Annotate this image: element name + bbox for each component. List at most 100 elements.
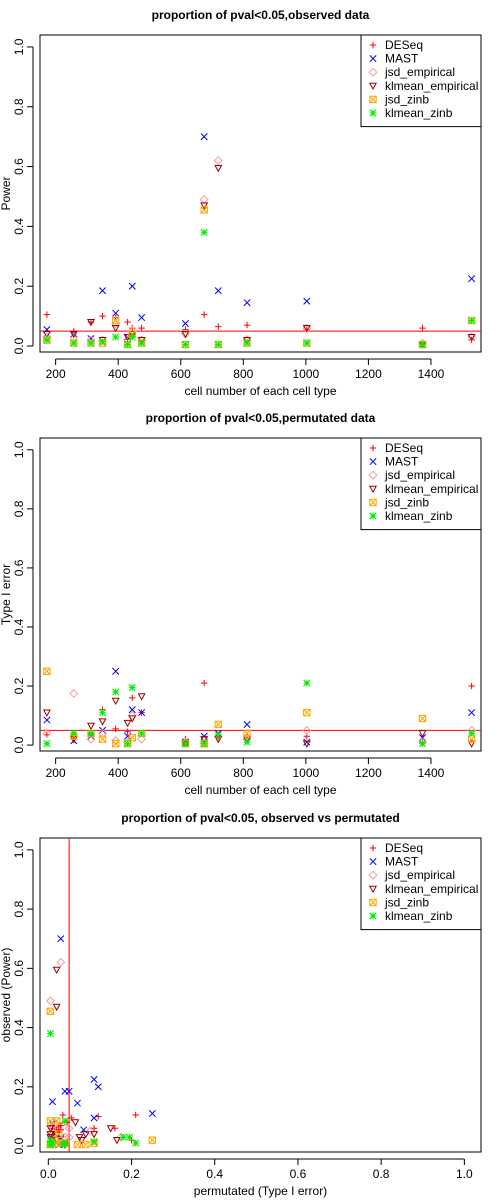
x-tick-label: 800: [233, 367, 253, 381]
data-point-klmean_empirical: [46, 1125, 55, 1133]
data-point-klmean_zinb: [138, 339, 146, 347]
legend-label: DESeq: [385, 441, 423, 455]
x-tick-label: 1000: [292, 367, 319, 381]
data-point-jsd_empirical: [45, 996, 55, 1006]
legend-marker-jsd_zinb: [369, 95, 377, 104]
x-tick-label: 1000: [292, 766, 319, 780]
data-point-klmean_empirical: [128, 715, 137, 723]
data-point-MAST: [214, 287, 222, 295]
series-DESeq: [43, 679, 475, 746]
data-point-klmean_zinb: [112, 333, 120, 341]
data-point-jsd_empirical: [64, 1132, 74, 1142]
data-point-MAST: [48, 1098, 57, 1106]
data-point-MAST: [128, 282, 136, 290]
data-point-DESeq: [124, 728, 131, 736]
data-point-klmean_empirical: [137, 693, 146, 701]
legend-label: klmean_zinb: [385, 509, 453, 523]
series-MAST: [43, 133, 476, 349]
y-tick-label: 0.4: [12, 618, 26, 635]
data-point-DESeq: [215, 323, 222, 330]
data-point-DESeq: [468, 682, 475, 690]
data-point-klmean_empirical: [42, 330, 51, 339]
legend-marker-klmean_empirical: [368, 485, 378, 494]
chart-panel-2: proportion of pval<0.05,permutated data 2…: [0, 411, 482, 797]
data-point-klmean_zinb: [87, 339, 95, 347]
plot-frame: [39, 837, 482, 1153]
y-tick-label: 0.2: [12, 278, 26, 295]
data-point-jsd_empirical: [69, 688, 79, 698]
y-tick-label: 0.6: [12, 960, 26, 977]
legend-label: MAST: [385, 455, 419, 469]
data-point-klmean_zinb: [214, 731, 222, 739]
data-point-klmean_zinb: [214, 340, 222, 349]
legend-marker-klmean_empirical: [368, 885, 378, 894]
data-point-klmean_empirical: [98, 718, 107, 726]
data-point-klmean_empirical: [123, 719, 132, 728]
data-point-jsd_empirical: [42, 728, 52, 738]
data-point-jsd_empirical: [213, 156, 223, 166]
data-point-MAST: [43, 716, 51, 724]
legend-label: klmean_empirical: [385, 482, 478, 496]
data-point-klmean_zinb: [468, 729, 476, 737]
data-point-klmean_empirical: [46, 1134, 55, 1142]
x-tick-label: 800: [233, 766, 253, 780]
x-tick-label: 1200: [355, 766, 382, 780]
y-tick-label: 0.2: [12, 1078, 26, 1095]
chart-title: proportion of pval<0.05, observed vs per…: [121, 811, 399, 825]
y-tick-label: 0.4: [12, 1019, 26, 1036]
data-point-klmean_empirical: [52, 966, 61, 975]
x-tick-label: 600: [171, 766, 191, 780]
chart-panel-1: proportion of pval<0.05,observed data 200…: [0, 8, 482, 398]
y-axis-label: Power: [0, 176, 13, 210]
data-point-klmean_empirical: [42, 709, 51, 717]
data-point-jsd_zinb: [148, 1136, 157, 1144]
legend-marker-MAST: [369, 458, 377, 466]
data-point-klmean_zinb: [303, 679, 311, 687]
x-tick-label: 0.4: [206, 1167, 223, 1181]
data-point-jsd_empirical: [85, 1126, 95, 1136]
data-point-klmean_empirical: [52, 1003, 61, 1012]
data-point-MAST: [57, 935, 65, 943]
x-tick-label: 1400: [418, 766, 445, 780]
y-tick-label: 0.0: [12, 1137, 26, 1154]
data-point-DESeq: [68, 1114, 75, 1122]
x-axis-label: permutated (Type I error): [194, 1184, 327, 1198]
data-point-klmean_empirical: [181, 330, 190, 339]
data-point-MAST: [243, 299, 251, 307]
legend-marker-klmean_zinb: [369, 512, 377, 520]
y-tick-label: 0.6: [12, 559, 26, 576]
data-point-DESeq: [90, 1125, 98, 1132]
data-point-klmean_zinb: [112, 688, 120, 696]
x-tick-label: 0.2: [123, 1167, 140, 1181]
chart-title: proportion of pval<0.05,permutated data: [146, 411, 376, 425]
legend: DESeqMASTjsd_empiricalklmean_empiricaljs…: [360, 437, 482, 531]
legend-label: DESeq: [385, 841, 423, 855]
data-point-DESeq: [59, 1111, 67, 1119]
legend-marker-DESeq: [369, 444, 377, 452]
x-tick-label: 200: [46, 766, 66, 780]
data-point-DESeq: [129, 324, 136, 332]
x-tick-label: 400: [108, 367, 128, 381]
data-point-klmean_zinb: [70, 729, 78, 737]
x-tick-label: 1200: [355, 367, 382, 381]
data-point-klmean_empirical: [418, 730, 427, 738]
data-point-klmean_zinb: [43, 336, 51, 344]
data-point-klmean_zinb: [128, 333, 136, 341]
series-jsd_empirical: [42, 156, 477, 348]
data-point-DESeq: [419, 324, 426, 332]
series-MAST: [43, 667, 476, 746]
legend: DESeqMASTjsd_empiricalklmean_empiricaljs…: [360, 34, 482, 128]
data-point-MAST: [98, 726, 107, 734]
data-point-klmean_zinb: [181, 340, 190, 349]
legend-marker-jsd_zinb: [369, 898, 377, 907]
data-point-klmean_empirical: [200, 202, 209, 210]
data-point-jsd_zinb: [111, 316, 120, 325]
data-point-klmean_zinb: [119, 1133, 127, 1141]
data-point-klmean_empirical: [81, 1131, 90, 1139]
data-point-MAST: [200, 133, 208, 141]
y-axis-label: Type I error: [0, 564, 13, 625]
data-point-klmean_zinb: [200, 740, 208, 748]
data-point-DESeq: [43, 311, 51, 318]
series-klmean_empirical: [42, 164, 476, 349]
data-point-jsd_zinb: [46, 1117, 55, 1125]
